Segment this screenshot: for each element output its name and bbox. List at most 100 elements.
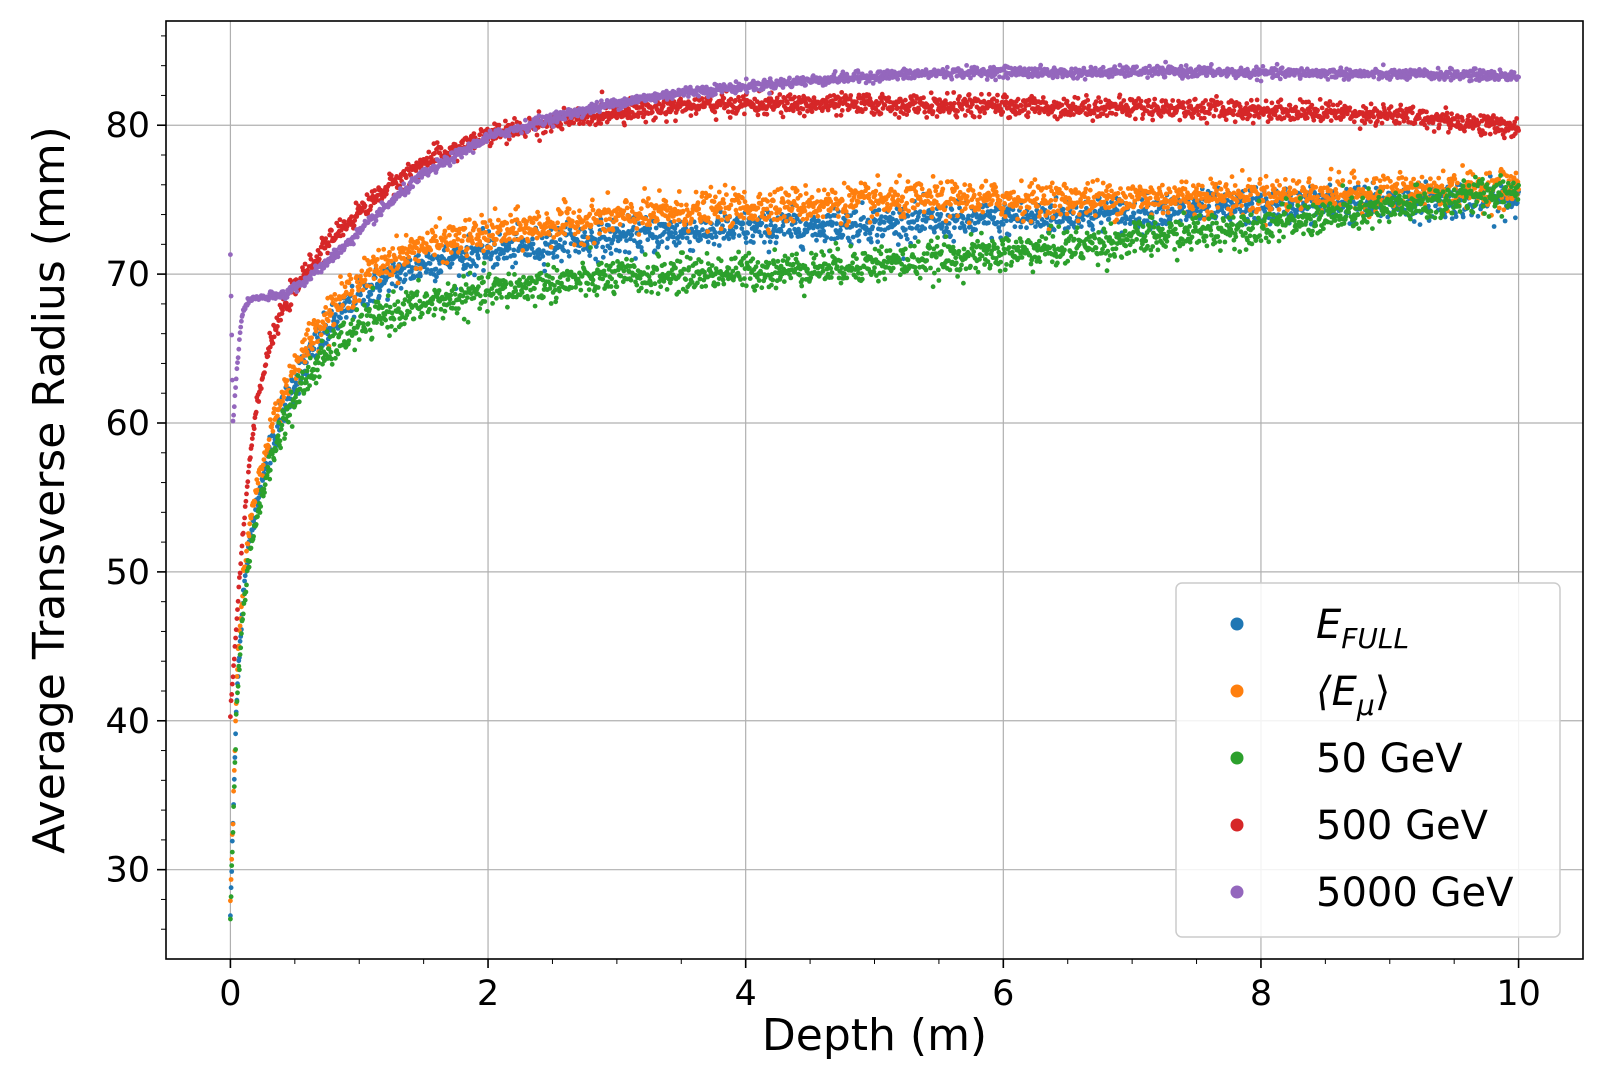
data-point xyxy=(425,230,430,236)
data-point xyxy=(790,218,796,224)
data-point xyxy=(282,431,288,437)
data-point xyxy=(742,276,747,281)
data-point xyxy=(275,413,280,419)
data-point xyxy=(490,301,495,306)
data-point xyxy=(1022,209,1027,215)
data-point xyxy=(626,213,632,219)
data-point xyxy=(553,295,559,301)
data-point xyxy=(684,289,689,294)
data-point xyxy=(403,272,408,277)
data-point xyxy=(850,234,856,240)
data-point xyxy=(585,235,591,241)
data-point xyxy=(801,293,807,299)
data-point xyxy=(1051,227,1057,233)
data-point xyxy=(434,274,439,280)
data-point xyxy=(679,271,685,276)
data-point xyxy=(773,285,779,291)
data-point xyxy=(973,227,978,233)
data-point xyxy=(771,198,776,204)
data-point xyxy=(952,225,957,231)
data-point xyxy=(228,885,234,891)
data-point xyxy=(834,221,839,227)
data-point xyxy=(788,275,794,281)
data-point xyxy=(900,194,906,200)
data-point xyxy=(360,287,366,293)
data-point xyxy=(577,281,583,286)
data-point xyxy=(689,216,694,222)
data-point xyxy=(1460,163,1465,168)
data-point xyxy=(465,246,470,252)
data-point xyxy=(1263,173,1269,179)
data-point xyxy=(607,216,613,222)
data-point xyxy=(1051,209,1056,214)
data-point xyxy=(309,335,314,341)
data-point xyxy=(1147,195,1153,201)
data-point xyxy=(356,287,361,293)
data-point xyxy=(332,292,338,297)
data-point xyxy=(816,188,821,193)
data-point xyxy=(1206,203,1212,209)
data-point xyxy=(767,260,772,266)
data-point xyxy=(393,257,399,263)
data-point xyxy=(1033,224,1038,230)
data-point xyxy=(979,183,985,189)
data-point xyxy=(429,301,435,307)
data-point xyxy=(1075,218,1081,224)
data-point xyxy=(592,236,598,242)
data-point xyxy=(787,227,792,233)
data-point xyxy=(1347,221,1353,227)
data-point xyxy=(878,227,884,232)
data-point xyxy=(740,221,746,227)
data-point xyxy=(721,200,727,206)
data-point xyxy=(820,214,826,220)
data-point xyxy=(1328,188,1333,194)
data-point xyxy=(452,283,457,289)
data-point xyxy=(993,184,998,190)
data-point xyxy=(1154,209,1159,215)
data-point xyxy=(267,476,273,482)
data-point xyxy=(1089,223,1095,229)
data-point xyxy=(1106,216,1112,222)
data-point xyxy=(846,219,852,224)
data-point xyxy=(1246,197,1252,203)
data-point xyxy=(982,212,988,218)
data-point xyxy=(1026,205,1032,211)
data-point xyxy=(758,201,764,207)
data-point xyxy=(541,294,546,300)
data-point xyxy=(1264,184,1270,190)
data-point xyxy=(867,219,873,225)
data-point xyxy=(1087,187,1093,193)
data-point xyxy=(777,207,783,213)
data-point xyxy=(1190,206,1196,212)
data-point xyxy=(367,306,372,312)
data-point xyxy=(645,265,651,270)
data-point xyxy=(895,192,901,198)
data-point xyxy=(318,332,324,338)
data-point xyxy=(348,321,354,327)
data-point xyxy=(244,582,249,588)
data-point xyxy=(255,514,260,519)
data-point xyxy=(1167,189,1173,195)
data-point xyxy=(477,293,483,299)
data-point xyxy=(962,229,968,234)
data-point xyxy=(1018,205,1024,211)
data-point xyxy=(260,478,265,483)
data-point xyxy=(532,303,538,309)
data-point xyxy=(687,256,693,261)
data-point xyxy=(664,287,670,292)
data-point xyxy=(617,248,622,254)
data-point xyxy=(418,266,423,271)
data-point xyxy=(919,186,925,192)
data-point xyxy=(580,260,586,266)
data-point xyxy=(711,199,717,205)
data-point xyxy=(772,223,778,229)
data-point xyxy=(1024,225,1029,231)
data-point xyxy=(1256,206,1262,212)
data-point xyxy=(519,290,525,295)
data-point xyxy=(1098,220,1104,226)
data-point xyxy=(519,235,524,240)
data-point xyxy=(316,374,322,380)
data-point xyxy=(638,245,644,250)
data-point xyxy=(1000,206,1006,211)
data-point xyxy=(624,256,629,262)
